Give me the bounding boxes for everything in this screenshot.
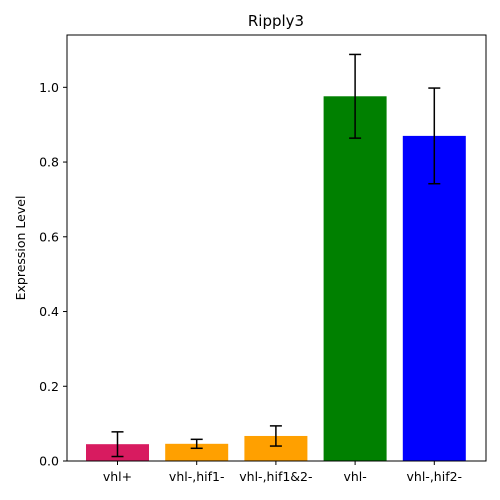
y-tick-label-4: 0.8 — [39, 155, 59, 170]
x-tick-label-0: vhl+ — [103, 469, 132, 484]
chart-title: Ripply3 — [248, 12, 304, 30]
y-tick-label-2: 0.4 — [39, 304, 59, 319]
y-tick-label-3: 0.6 — [39, 229, 59, 244]
x-tick-label-4: vhl-,hif2- — [407, 469, 463, 484]
bar-4 — [402, 135, 466, 462]
plot-area: vhl+ vhl-,hif1- vhl-,hif1&2- vhl-vhl-,hif2-… — [39, 34, 487, 484]
x-tick-label-3: vhl- — [343, 469, 366, 484]
y-tick-label-0: 0.0 — [39, 454, 59, 469]
y-tick-label-1: 0.2 — [39, 379, 59, 394]
y-axis-label: Expression Level — [13, 196, 28, 301]
x-tick-label-1: vhl-,hif1- — [169, 469, 225, 484]
axes-frame — [66, 34, 487, 462]
bar-3 — [323, 96, 387, 461]
y-tick-label-5: 1.0 — [39, 80, 59, 95]
bar-1 — [165, 443, 229, 461]
x-tick-label-2: vhl-,hif1&2- — [239, 469, 312, 484]
